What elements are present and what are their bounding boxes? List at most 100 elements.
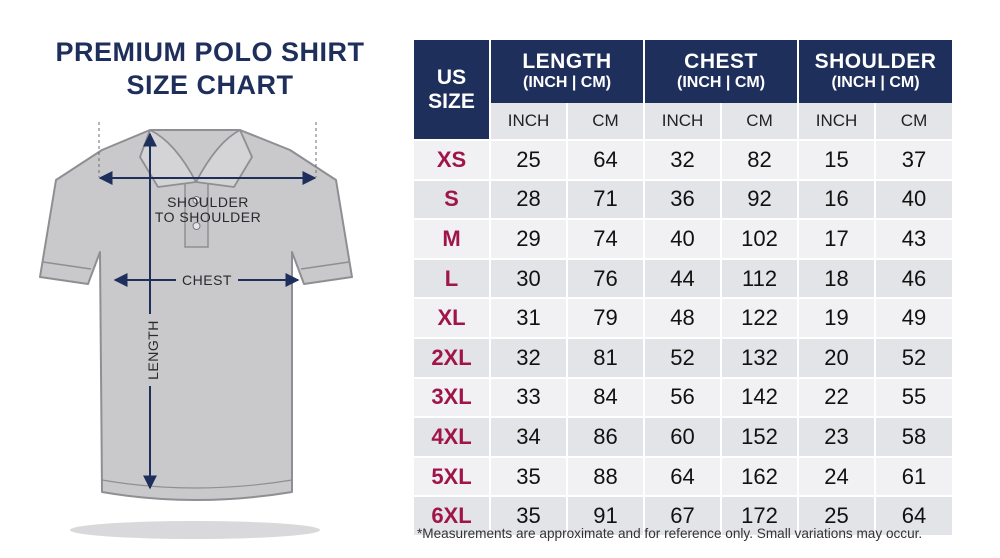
size-label: 5XL xyxy=(414,455,490,497)
table-cell: 112 xyxy=(720,257,799,299)
us-size-line-2: SIZE xyxy=(428,89,475,113)
table-cell: 79 xyxy=(565,297,645,338)
left-sleeve-cuff xyxy=(42,261,92,270)
size-chart-table: US SIZE LENGTH (INCH | CM) CHEST (INCH |… xyxy=(414,40,953,535)
table-cell: 20 xyxy=(797,336,876,378)
chest-group-header: CHEST (INCH | CM) xyxy=(643,40,799,103)
unit-header: INCH xyxy=(797,103,876,140)
table-cell: 35 xyxy=(489,495,567,535)
table-row: 4XL 34 86 60 152 23 58 xyxy=(414,416,953,457)
unit-header: CM xyxy=(874,103,953,140)
table-cell: 91 xyxy=(565,495,645,535)
length-group-header: LENGTH (INCH | CM) xyxy=(488,40,645,103)
table-cell: 36 xyxy=(643,178,722,220)
shoulder-label-line-1: SHOULDER xyxy=(167,194,249,210)
table-cell: 76 xyxy=(565,257,645,299)
group-title: LENGTH xyxy=(522,50,612,73)
table-cell: 122 xyxy=(720,297,799,338)
length-label: LENGTH xyxy=(145,320,161,380)
group-subtitle: (INCH | CM) xyxy=(523,74,612,91)
table-cell: 67 xyxy=(643,495,722,535)
unit-header: INCH xyxy=(643,103,722,140)
chart-title: PREMIUM POLO SHIRT SIZE CHART xyxy=(20,36,400,102)
table-cell: 82 xyxy=(720,139,799,180)
size-label: 2XL xyxy=(414,336,490,378)
table-cell: 28 xyxy=(489,178,567,220)
table-cell: 132 xyxy=(720,336,799,378)
table-cell: 25 xyxy=(797,495,876,535)
table-row: 6XL 35 91 67 172 25 64 xyxy=(414,495,953,535)
size-label: 4XL xyxy=(414,416,490,457)
table-cell: 152 xyxy=(720,416,799,457)
table-cell: 44 xyxy=(643,257,722,299)
table-cell: 18 xyxy=(797,257,876,299)
table-cell: 32 xyxy=(489,336,567,378)
table-row: M 29 74 40 102 17 43 xyxy=(414,218,953,259)
table-cell: 81 xyxy=(565,336,645,378)
table-cell: 48 xyxy=(643,297,722,338)
table-cell: 142 xyxy=(720,376,799,418)
table-cell: 32 xyxy=(643,139,722,180)
table-cell: 88 xyxy=(565,455,645,497)
title-line-1: PREMIUM POLO SHIRT xyxy=(55,37,365,67)
group-subtitle: (INCH | CM) xyxy=(677,74,766,91)
hem-stitch xyxy=(101,479,293,489)
table-cell: 102 xyxy=(720,218,799,259)
table-cell: 64 xyxy=(643,455,722,497)
table-cell: 58 xyxy=(874,416,953,457)
table-cell: 162 xyxy=(720,455,799,497)
table-cell: 61 xyxy=(874,455,953,497)
shirt-shadow xyxy=(70,521,320,539)
table-cell: 52 xyxy=(874,336,953,378)
table-row: 3XL 33 84 56 142 22 55 xyxy=(414,376,953,418)
size-table-body: XS 25 64 32 82 15 37 S 28 71 36 92 16 40 M 29 74 40 102 17 4… xyxy=(414,139,953,535)
table-cell: 30 xyxy=(489,257,567,299)
shoulder-group-header: SHOULDER (INCH | CM) xyxy=(797,40,953,103)
size-label: S xyxy=(414,178,490,220)
length-label-bg xyxy=(142,314,164,386)
title-line-2: SIZE CHART xyxy=(126,70,294,100)
chest-label-bg xyxy=(176,270,238,290)
table-cell: 40 xyxy=(874,178,953,220)
table-cell: 64 xyxy=(874,495,953,535)
table-cell: 19 xyxy=(797,297,876,338)
group-title: SHOULDER xyxy=(814,50,937,73)
size-label: 6XL xyxy=(414,495,490,535)
table-cell: 46 xyxy=(874,257,953,299)
table-cell: 84 xyxy=(565,376,645,418)
table-row: 5XL 35 88 64 162 24 61 xyxy=(414,455,953,497)
table-row: 2XL 32 81 52 132 20 52 xyxy=(414,336,953,378)
table-cell: 56 xyxy=(643,376,722,418)
us-size-line-1: US xyxy=(436,65,467,89)
table-cell: 35 xyxy=(489,455,567,497)
polo-shirt-diagram: SHOULDER TO SHOULDER CHEST LENGTH xyxy=(39,122,353,539)
header-row: US SIZE LENGTH (INCH | CM) CHEST (INCH |… xyxy=(414,40,953,140)
group-subtitle: (INCH | CM) xyxy=(831,74,920,91)
table-cell: 49 xyxy=(874,297,953,338)
unit-header: CM xyxy=(565,103,645,140)
size-label: 3XL xyxy=(414,376,490,418)
shirt-body xyxy=(39,129,353,501)
us-size-header: US SIZE xyxy=(414,40,490,140)
unit-row: INCH CM INCH CM INCH CM xyxy=(414,103,953,140)
table-cell: 22 xyxy=(797,376,876,418)
table-cell: 37 xyxy=(874,139,953,180)
table-cell: 43 xyxy=(874,218,953,259)
button-icon xyxy=(192,222,201,230)
table-cell: 33 xyxy=(489,376,567,418)
table-cell: 64 xyxy=(565,139,645,180)
table-cell: 34 xyxy=(489,416,567,457)
table-cell: 16 xyxy=(797,178,876,220)
table-cell: 31 xyxy=(489,297,567,338)
footnote: *Measurements are approximate and for re… xyxy=(417,526,923,541)
button-icon xyxy=(192,196,201,204)
chest-label: CHEST xyxy=(182,272,232,288)
group-title: CHEST xyxy=(684,50,758,73)
table-cell: 60 xyxy=(643,416,722,457)
table-cell: 23 xyxy=(797,416,876,457)
unit-header: INCH xyxy=(489,103,567,140)
table-cell: 29 xyxy=(489,218,567,259)
table-cell: 74 xyxy=(565,218,645,259)
table-cell: 25 xyxy=(489,139,567,180)
table-cell: 92 xyxy=(720,178,799,220)
